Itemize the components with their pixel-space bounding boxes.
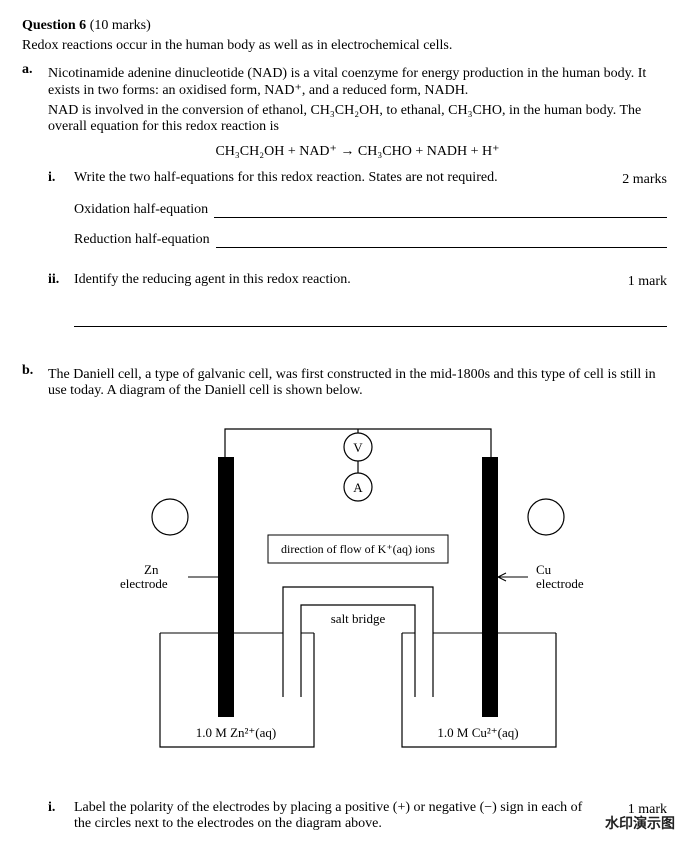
part-b: b. The Daniell cell, a type of galvanic … xyxy=(22,363,667,832)
zn-label-bottom: electrode xyxy=(120,576,168,591)
voltmeter-label: V xyxy=(353,440,363,455)
daniell-cell-svg: V A Zn electrode Cu el xyxy=(78,417,638,777)
right-polarity-circle[interactable] xyxy=(528,499,564,535)
left-polarity-circle[interactable] xyxy=(152,499,188,535)
part-b-i-label: i. xyxy=(48,800,74,832)
part-a-label: a. xyxy=(22,62,48,349)
zn-electrode xyxy=(218,457,234,717)
reduction-label: Reduction half-equation xyxy=(74,232,210,248)
part-b-label: b. xyxy=(22,363,48,832)
salt-bridge xyxy=(283,587,433,697)
right-solution-label: 1.0 M Cu²⁺(aq) xyxy=(437,725,518,740)
part-a-para-2: NAD is involved in the conversion of eth… xyxy=(48,103,667,135)
question-number: Question 6 xyxy=(22,18,86,33)
reduction-row: Reduction half-equation xyxy=(74,232,667,248)
part-a-ii-answer-line[interactable] xyxy=(74,312,667,327)
reduction-answer-line[interactable] xyxy=(216,233,667,248)
part-b-i-prompt: Label the polarity of the electrodes by … xyxy=(74,800,597,832)
cu-label-top: Cu xyxy=(536,562,552,577)
question-intro: Redox reactions occur in the human body … xyxy=(22,38,667,54)
oxidation-row: Oxidation half-equation xyxy=(74,202,667,218)
left-solution-label: 1.0 M Zn²⁺(aq) xyxy=(195,725,275,740)
part-a-ii: ii. Identify the reducing agent in this … xyxy=(48,272,667,349)
part-a-para-1: Nicotinamide adenine dinucleotide (NAD) … xyxy=(48,66,667,99)
part-b-para-1: The Daniell cell, a type of galvanic cel… xyxy=(48,367,667,399)
daniell-cell-diagram: V A Zn electrode Cu el xyxy=(78,417,638,782)
part-b-i: i. Label the polarity of the electrodes … xyxy=(48,800,667,832)
oxidation-answer-line[interactable] xyxy=(214,203,667,218)
oxidation-label: Oxidation half-equation xyxy=(74,202,208,218)
part-a-i: i. Write the two half-equations for this… xyxy=(48,170,667,262)
part-a-i-prompt: Write the two half-equations for this re… xyxy=(74,170,597,186)
salt-bridge-label: salt bridge xyxy=(330,611,385,626)
part-a-i-marks: 2 marks xyxy=(597,170,667,188)
part-a-equation: CH₃CH₂OH + NAD⁺ → CH₃CHO + NADH + H⁺ xyxy=(48,143,667,160)
part-a-ii-marks: 1 mark xyxy=(597,272,667,290)
part-a: a. Nicotinamide adenine dinucleotide (NA… xyxy=(22,62,667,349)
cu-electrode xyxy=(482,457,498,717)
watermark-text: 水印演示图 xyxy=(605,813,675,833)
question-total-marks: (10 marks) xyxy=(90,18,151,33)
part-a-ii-prompt: Identify the reducing agent in this redo… xyxy=(74,272,597,288)
question-header: Question 6 (10 marks) xyxy=(22,18,667,34)
ammeter-label: A xyxy=(353,480,363,495)
part-a-ii-label: ii. xyxy=(48,272,74,349)
zn-label-top: Zn xyxy=(144,562,159,577)
cu-label-bottom: electrode xyxy=(536,576,584,591)
part-a-i-label: i. xyxy=(48,170,74,262)
flow-box-text: direction of flow of K⁺(aq) ions xyxy=(281,542,435,556)
